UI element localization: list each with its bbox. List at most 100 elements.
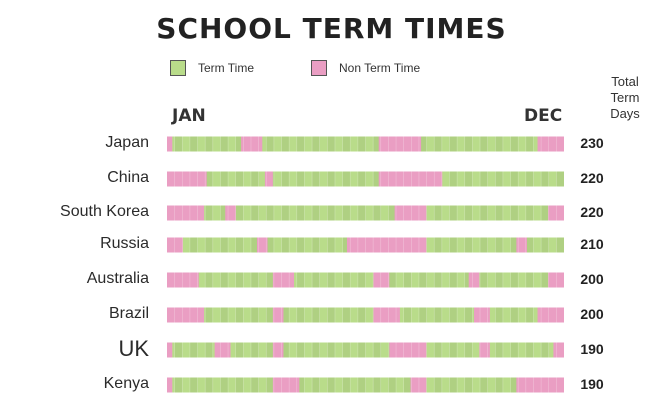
week-shade-brazil bbox=[281, 307, 290, 323]
week-shade-uk bbox=[373, 342, 381, 358]
bar-row-uk bbox=[167, 342, 564, 358]
non-term-segment-uk-3 bbox=[389, 342, 427, 358]
week-shade-brazil bbox=[250, 307, 259, 323]
week-shade-japan bbox=[296, 136, 305, 152]
week-shade-russia bbox=[541, 237, 549, 253]
week-shade-kenya bbox=[174, 377, 183, 393]
term-bar-australia bbox=[167, 272, 564, 288]
country-label-uk: UK bbox=[118, 336, 149, 361]
week-shade-brazil bbox=[296, 307, 305, 323]
week-shade-australia bbox=[342, 272, 351, 288]
week-shade-uk bbox=[449, 342, 458, 358]
week-shade-uk bbox=[205, 342, 213, 358]
week-shade-kenya bbox=[235, 377, 244, 393]
week-shade-japan bbox=[434, 136, 442, 152]
week-shade-russia bbox=[464, 237, 473, 253]
week-shade-russia bbox=[434, 237, 442, 253]
non-term-segment-russia-1 bbox=[256, 237, 268, 253]
week-shade-japan bbox=[189, 136, 198, 152]
total-days-kenya: 190 bbox=[580, 376, 604, 392]
week-shade-kenya bbox=[357, 377, 366, 393]
non-term-segment-australia-0 bbox=[167, 272, 199, 288]
week-shade-south-korea bbox=[464, 205, 473, 221]
country-label-australia: Australia bbox=[86, 270, 149, 287]
week-shade-australia bbox=[312, 272, 320, 288]
week-shade-uk bbox=[357, 342, 366, 358]
week-shade-kenya bbox=[342, 377, 351, 393]
country-label-brazil: Brazil bbox=[108, 305, 149, 322]
week-shade-china bbox=[327, 171, 335, 187]
week-shade-kenya bbox=[373, 377, 381, 393]
legend-swatch-term-time bbox=[170, 60, 186, 76]
week-shade-japan bbox=[449, 136, 458, 152]
non-term-segment-south-korea-3 bbox=[548, 205, 564, 221]
week-shade-south-korea bbox=[510, 205, 519, 221]
week-shade-australia bbox=[510, 272, 519, 288]
week-shade-japan bbox=[312, 136, 320, 152]
non-term-segment-south-korea-2 bbox=[394, 205, 427, 221]
week-shade-brazil bbox=[357, 307, 366, 323]
week-shade-uk bbox=[525, 342, 534, 358]
legend-item-term-time: Term Time bbox=[170, 60, 254, 76]
week-shade-china bbox=[312, 171, 320, 187]
week-shade-brazil bbox=[220, 307, 229, 323]
week-shade-kenya bbox=[449, 377, 458, 393]
week-shade-japan bbox=[480, 136, 488, 152]
week-shade-russia bbox=[205, 237, 213, 253]
week-shade-uk bbox=[434, 342, 442, 358]
week-shade-kenya bbox=[250, 377, 259, 393]
country-label-kenya: Kenya bbox=[103, 375, 149, 392]
week-shade-kenya bbox=[510, 377, 519, 393]
week-shade-australia bbox=[250, 272, 259, 288]
week-shade-japan bbox=[342, 136, 351, 152]
non-term-segment-china-0 bbox=[167, 171, 207, 187]
legend-item-non-term-time: Non Term Time bbox=[311, 60, 420, 76]
bar-row-japan bbox=[167, 136, 564, 152]
week-shade-china bbox=[357, 171, 366, 187]
country-label-china: China bbox=[107, 169, 149, 186]
week-shade-uk bbox=[541, 342, 549, 358]
week-shade-australia bbox=[541, 272, 549, 288]
week-shade-japan bbox=[205, 136, 213, 152]
week-shade-russia bbox=[266, 237, 274, 253]
total-term-days-header: Total Term Days bbox=[595, 74, 655, 122]
total-days-russia: 210 bbox=[580, 236, 604, 252]
week-shade-japan bbox=[327, 136, 335, 152]
week-shade-japan bbox=[464, 136, 473, 152]
week-shade-china bbox=[205, 171, 213, 187]
legend-label-term-time: Term Time bbox=[198, 61, 255, 75]
non-term-segment-south-korea-0 bbox=[167, 205, 205, 221]
bar-row-australia bbox=[167, 272, 564, 288]
week-shade-kenya bbox=[434, 377, 442, 393]
total-header-line-2: Term bbox=[610, 90, 640, 105]
week-shade-kenya bbox=[205, 377, 213, 393]
week-shade-south-korea bbox=[266, 205, 274, 221]
week-shade-australia bbox=[434, 272, 442, 288]
week-shade-australia bbox=[205, 272, 213, 288]
week-shade-russia bbox=[189, 237, 198, 253]
week-shade-china bbox=[464, 171, 473, 187]
total-days-uk: 190 bbox=[580, 341, 604, 357]
total-days-south-korea: 220 bbox=[580, 204, 604, 220]
week-shade-brazil bbox=[418, 307, 427, 323]
term-bar-japan bbox=[167, 136, 564, 152]
week-shade-south-korea bbox=[342, 205, 351, 221]
week-shade-china bbox=[449, 171, 458, 187]
week-shade-brazil bbox=[449, 307, 458, 323]
total-header-line-1: Total bbox=[611, 74, 639, 89]
week-shade-south-korea bbox=[235, 205, 244, 221]
week-shade-russia bbox=[525, 237, 534, 253]
week-shade-russia bbox=[480, 237, 488, 253]
week-shade-australia bbox=[418, 272, 427, 288]
week-shade-japan bbox=[266, 136, 274, 152]
week-shade-australia bbox=[403, 272, 412, 288]
week-shade-kenya bbox=[312, 377, 320, 393]
total-days-japan: 230 bbox=[580, 135, 604, 151]
bar-row-kenya bbox=[167, 377, 564, 393]
week-shade-kenya bbox=[495, 377, 503, 393]
non-term-segment-japan-2 bbox=[378, 136, 422, 152]
week-shade-uk bbox=[342, 342, 351, 358]
non-term-segment-australia-3 bbox=[468, 272, 480, 288]
week-shade-russia bbox=[312, 237, 320, 253]
week-shade-kenya bbox=[403, 377, 412, 393]
